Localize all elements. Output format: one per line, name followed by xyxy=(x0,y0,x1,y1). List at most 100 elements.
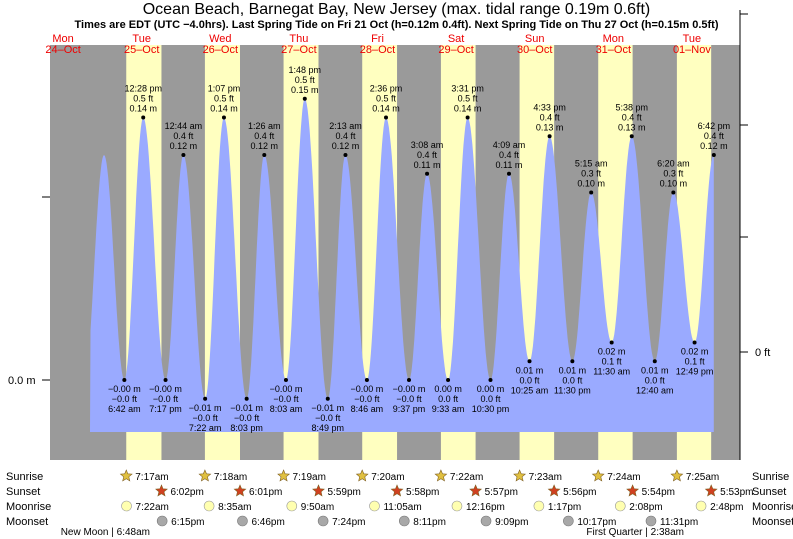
tide-extreme-dot xyxy=(629,134,634,139)
sunrise-icon xyxy=(198,469,212,482)
row-label-left: Moonrise xyxy=(6,501,51,513)
high-tide-time: 1:07 pm xyxy=(208,84,241,94)
tide-extreme-dot xyxy=(302,96,307,101)
moonset-time: 6:15pm xyxy=(171,517,204,528)
high-tide-m: 0.13 m xyxy=(618,122,646,132)
tide-extreme-dot xyxy=(425,171,430,176)
low-tide-m: −0.00 m xyxy=(149,384,182,394)
high-tide-m: 0.11 m xyxy=(496,160,523,170)
moonrise-icon xyxy=(121,500,132,512)
tide-extreme-dot xyxy=(609,340,614,345)
tide-extreme-dot xyxy=(283,378,288,382)
high-tide-time: 2:36 pm xyxy=(370,84,403,94)
tide-extreme-dot xyxy=(325,396,330,401)
high-tide-m: 0.12 m xyxy=(170,141,198,151)
tide-extreme-dot xyxy=(122,378,127,382)
high-tide-m: 0.14 m xyxy=(210,104,238,114)
moonset-time: 9:09pm xyxy=(495,517,528,528)
sunrise-icon xyxy=(591,469,605,482)
high-tide-ft: 0.5 ft xyxy=(458,94,479,104)
day-date-label: 31–Oct xyxy=(596,44,631,56)
row-label-left: Sunrise xyxy=(6,471,43,483)
row-label-right: Moonrise xyxy=(752,501,793,513)
row-label-left: Sunset xyxy=(6,486,40,498)
tide-extreme-dot xyxy=(406,378,411,382)
low-tide-m: −0.00 m xyxy=(351,384,384,394)
low-tide-ft: −0.0 ft xyxy=(273,394,299,404)
high-tide-ft: 0.4 ft xyxy=(254,131,275,141)
low-tide-ft: −0.0 ft xyxy=(396,394,422,404)
row-label-right: Sunset xyxy=(752,486,786,498)
high-tide-ft: 0.4 ft xyxy=(335,131,356,141)
sunset-icon xyxy=(469,484,483,497)
high-tide-ft: 0.5 ft xyxy=(295,75,316,85)
moonrise-icon xyxy=(451,500,463,512)
tide-extreme-dot xyxy=(221,115,226,120)
high-tide-ft: 0.3 ft xyxy=(663,169,684,179)
high-tide-time: 12:44 am xyxy=(165,121,203,131)
high-tide-m: 0.11 m xyxy=(414,160,441,170)
high-tide-m: 0.14 m xyxy=(372,104,400,114)
y-axis-left-label: 0.0 m xyxy=(8,375,36,387)
day-name-label: Thu xyxy=(289,33,308,45)
sunset-time: 5:59pm xyxy=(327,487,360,498)
high-tide-time: 5:15 am xyxy=(575,159,608,169)
low-tide-time: 9:37 pm xyxy=(393,404,426,414)
moonset-icon xyxy=(317,515,329,527)
low-tide-ft: 0.0 ft xyxy=(438,394,459,404)
moon-phase-first-quarter: First Quarter | 2:38am xyxy=(586,527,684,538)
high-tide-ft: 0.4 ft xyxy=(540,112,561,122)
row-label-left: Moonset xyxy=(6,516,48,528)
high-tide-ft: 0.5 ft xyxy=(376,94,397,104)
tide-extreme-dot xyxy=(671,190,676,195)
high-tide-ft: 0.4 ft xyxy=(417,150,438,160)
sunset-time: 5:58pm xyxy=(406,487,439,498)
moonset-icon xyxy=(480,515,492,527)
low-tide-m: 0.01 m xyxy=(516,365,544,375)
low-tide-ft: 0.1 ft xyxy=(602,357,623,367)
high-tide-time: 6:42 pm xyxy=(698,121,731,131)
low-tide-m: 0.00 m xyxy=(477,384,505,394)
low-tide-time: 7:17 pm xyxy=(149,404,182,414)
row-label-right: Sunrise xyxy=(752,471,789,483)
low-tide-ft: −0.0 ft xyxy=(153,394,179,404)
moonset-time: 8:11pm xyxy=(413,517,446,528)
day-date-label: 25–Oct xyxy=(124,44,159,56)
moonrise-time: 8:35am xyxy=(218,502,251,513)
low-tide-ft: −0.0 ft xyxy=(315,413,341,423)
low-tide-ft: 0.1 ft xyxy=(685,357,706,367)
moonset-icon xyxy=(563,515,574,527)
sunset-time: 5:53pm xyxy=(720,487,753,498)
moonrise-time: 2:08pm xyxy=(629,502,662,513)
low-tide-m: 0.02 m xyxy=(598,347,626,357)
low-tide-time: 8:03 am xyxy=(270,404,303,414)
moonset-icon xyxy=(156,515,168,527)
tide-extreme-dot xyxy=(711,153,716,157)
sunrise-icon xyxy=(670,469,684,482)
low-tide-time: 9:33 am xyxy=(432,404,465,414)
axis-layer: 0.0 m 0 ft xyxy=(8,10,770,460)
tide-extreme-dot xyxy=(570,359,575,364)
low-tide-m: 0.01 m xyxy=(559,365,587,375)
high-tide-time: 1:48 pm xyxy=(289,65,322,75)
sunrise-time: 7:22am xyxy=(450,472,483,483)
sunrise-icon xyxy=(119,469,133,482)
tide-extreme-dot xyxy=(446,378,451,382)
sunset-icon xyxy=(233,484,247,497)
sunset-icon xyxy=(390,484,404,497)
low-tide-time: 8:49 pm xyxy=(312,423,345,433)
tide-extreme-dot xyxy=(141,115,146,120)
sunrise-time: 7:17am xyxy=(135,472,168,483)
day-name-label: Sun xyxy=(525,33,545,45)
sunset-time: 5:57pm xyxy=(485,487,518,498)
low-tide-ft: 0.0 ft xyxy=(562,375,583,385)
high-tide-time: 3:08 am xyxy=(411,140,444,150)
chart-title: Ocean Beach, Barnegat Bay, New Jersey (m… xyxy=(142,1,651,18)
sunset-icon xyxy=(704,484,718,497)
day-date-label: 29–Oct xyxy=(438,44,473,56)
sunrise-time: 7:18am xyxy=(214,472,247,483)
high-tide-m: 0.13 m xyxy=(536,122,564,132)
tide-extreme-dot xyxy=(589,190,594,195)
sunset-icon xyxy=(155,484,168,497)
low-tide-time: 8:46 am xyxy=(351,404,384,414)
